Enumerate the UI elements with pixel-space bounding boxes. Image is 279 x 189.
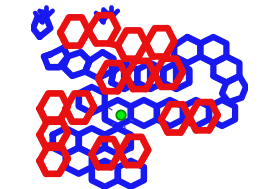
Circle shape [116, 110, 126, 120]
